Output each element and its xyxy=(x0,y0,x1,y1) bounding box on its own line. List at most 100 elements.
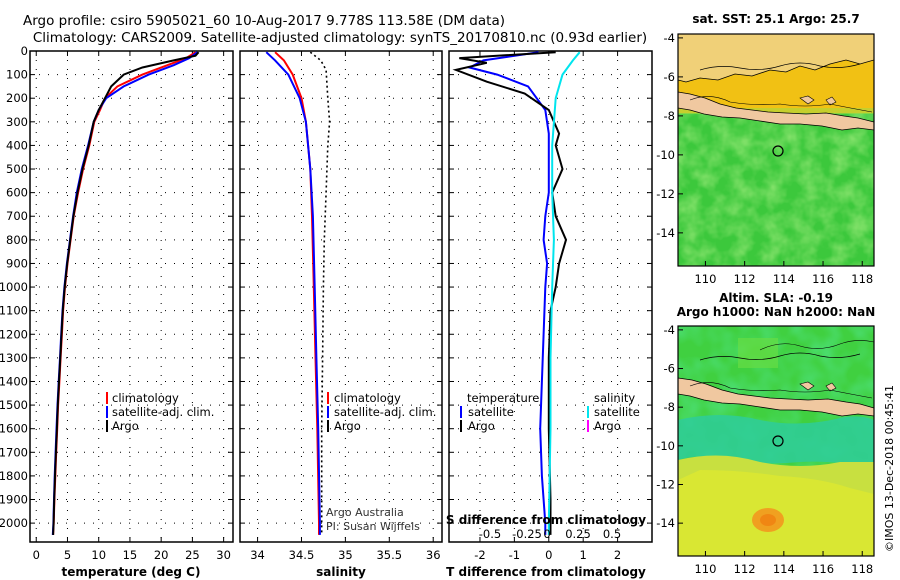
argo-position-marker xyxy=(772,145,784,157)
title-line-1: Argo profile: csiro 5905021_60 10-Aug-20… xyxy=(23,13,505,29)
depth-label: 400 xyxy=(6,138,28,152)
series-s-satellite xyxy=(547,51,581,535)
credit-pi: PI: Susan Wijffels xyxy=(326,520,420,533)
sla-map-subtitle: Argo h1000: NaN h2000: NaN xyxy=(677,305,876,319)
lon-label: 118 xyxy=(851,562,873,576)
x-tick-label: 2 xyxy=(614,548,621,562)
legend-argo: Argo xyxy=(112,419,139,433)
x-tick-label: 10 xyxy=(91,548,106,562)
x-tick-label: 36 xyxy=(426,548,441,562)
series-climatology xyxy=(52,51,197,535)
s-diff-tick-label: -0.5 xyxy=(479,527,501,541)
depth-label: 0 xyxy=(21,44,28,58)
lon-label: 110 xyxy=(694,562,716,576)
x-tick-label: 35.5 xyxy=(376,548,402,562)
depth-label: 1200 xyxy=(0,327,28,341)
sst-map xyxy=(678,34,874,266)
sst-map-title: sat. SST: 25.1 Argo: 25.7 xyxy=(692,12,859,26)
lat-label: -12 xyxy=(656,187,675,201)
lon-label: 110 xyxy=(694,272,716,286)
legend-salinity-title: salinity xyxy=(594,391,635,405)
lat-label: -14 xyxy=(656,516,675,530)
salinity-plot: 34 34.5 35 35.5 36 xyxy=(240,50,442,562)
legend-climatology: climatology xyxy=(334,391,401,405)
series-argo xyxy=(52,51,200,535)
lon-label: 112 xyxy=(734,562,756,576)
sst-map-ticks: 110 112 114 116 118 -4 -6 -8 -10 -12 -14 xyxy=(656,31,873,286)
depth-label: 1700 xyxy=(0,445,28,459)
depth-label: 1600 xyxy=(0,422,28,436)
x-tick-label: 35 xyxy=(338,548,353,562)
lat-label: -6 xyxy=(664,362,675,376)
difference-panel xyxy=(448,50,653,543)
legend-temperature-title: temperature xyxy=(467,391,539,405)
salinity-axis-label: salinity xyxy=(316,565,366,579)
legend-s-satellite: satellite xyxy=(594,405,640,419)
x-tick-label: -1 xyxy=(509,548,520,562)
lat-label: -14 xyxy=(656,226,675,240)
series-satellite-adj-clim- xyxy=(51,51,198,535)
depth-label: 2000 xyxy=(0,516,28,530)
salinity-panel xyxy=(239,50,443,543)
x-tick-label: 1 xyxy=(580,548,587,562)
lat-label: -12 xyxy=(656,477,675,491)
credit-argo-australia: Argo Australia xyxy=(326,506,404,519)
x-tick-label: 20 xyxy=(154,548,169,562)
s-diff-tick-label: 0.5 xyxy=(603,527,621,541)
lat-label: -10 xyxy=(656,439,675,453)
lon-label: 114 xyxy=(773,272,795,286)
series-t-argo xyxy=(452,51,568,535)
s-difference-tick-labels: -0.5 -0.25 0 0.25 0.5 xyxy=(479,527,621,541)
lat-label: -8 xyxy=(664,400,675,414)
legend-t-satellite: satellite xyxy=(468,405,514,419)
legend-s-argo: Argo xyxy=(594,419,621,433)
lon-label: 112 xyxy=(734,272,756,286)
legend-t-argo: Argo xyxy=(468,419,495,433)
x-tick-label: 5 xyxy=(64,548,71,562)
depth-label: 800 xyxy=(6,233,28,247)
legend-satellite-adj: satellite-adj. clim. xyxy=(334,405,436,419)
x-tick-label: -2 xyxy=(474,548,485,562)
title-line-2: Climatology: CARS2009. Satellite-adjuste… xyxy=(33,30,647,46)
depth-label: 300 xyxy=(6,115,28,129)
depth-label: 1400 xyxy=(0,374,28,388)
temperature-legend: climatology satellite-adj. clim. Argo xyxy=(106,391,214,433)
s-diff-tick-label: 0.25 xyxy=(565,527,591,541)
lon-label: 116 xyxy=(812,562,834,576)
sla-map-ticks: 110 112 114 116 118 -4 -6 -8 -10 -12 -14 xyxy=(656,323,873,576)
lon-label: 114 xyxy=(773,562,795,576)
s-diff-tick-label: -0.25 xyxy=(512,527,542,541)
lon-label: 118 xyxy=(851,272,873,286)
temperature-axis-label: temperature (deg C) xyxy=(62,565,201,579)
argo-position-marker xyxy=(772,435,784,447)
difference-axis-label: T difference from climatology xyxy=(446,565,646,579)
series-climatology xyxy=(274,51,320,535)
temperature-panel xyxy=(29,50,234,543)
depth-label: 500 xyxy=(6,162,28,176)
legend-argo: Argo xyxy=(334,419,361,433)
x-tick-label: 34 xyxy=(250,548,265,562)
lon-label: 116 xyxy=(812,272,834,286)
difference-legend: temperature satellite Argo salinity sate… xyxy=(460,391,640,433)
s-difference-axis-label: S difference from climatology xyxy=(446,513,646,527)
depth-label: 600 xyxy=(6,186,28,200)
depth-label: 1100 xyxy=(0,304,28,318)
lat-label: -6 xyxy=(664,70,675,84)
lat-label: -8 xyxy=(664,109,675,123)
legend-satellite-adj: satellite-adj. clim. xyxy=(112,405,214,419)
x-tick-label: 0 xyxy=(33,548,40,562)
salinity-legend: climatology satellite-adj. clim. Argo xyxy=(327,391,436,433)
lat-label: -4 xyxy=(664,323,675,337)
x-tick-label: 0 xyxy=(545,548,552,562)
sla-map-title: Altim. SLA: -0.19 xyxy=(719,291,833,305)
temperature-plot: 0 5 10 15 20 25 30 xyxy=(30,50,233,562)
legend-climatology: climatology xyxy=(112,391,179,405)
series-satellite-adj-clim- xyxy=(265,51,321,535)
depth-label: 1900 xyxy=(0,493,28,507)
depth-label: 1500 xyxy=(0,398,28,412)
lat-label: -4 xyxy=(664,31,675,45)
imos-credit: ©IMOS 13-Dec-2018 00:45:41 xyxy=(883,385,896,552)
s-diff-tick-label: 0 xyxy=(543,527,550,541)
difference-plot: -2 -1 0 1 2 xyxy=(449,50,652,562)
